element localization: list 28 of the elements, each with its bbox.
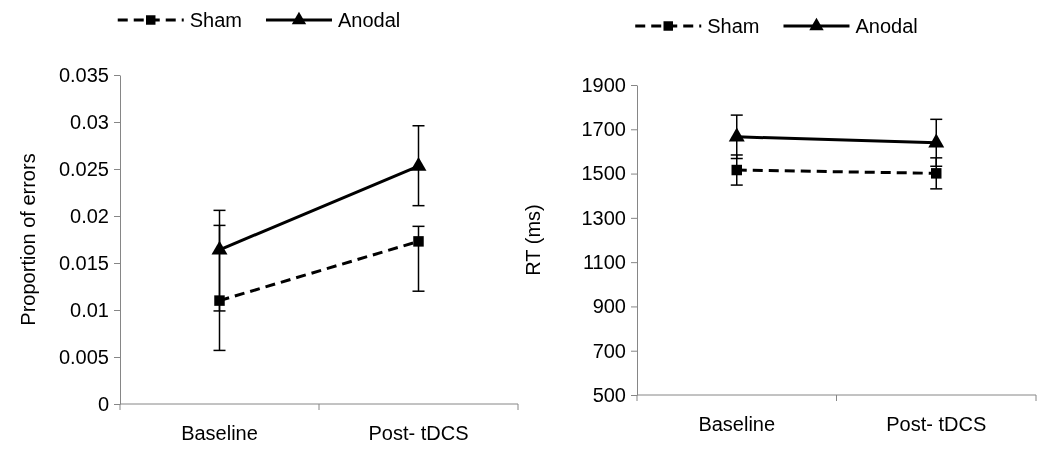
y-tick-label: 0.025 xyxy=(58,157,109,180)
y-tick-label: 0 xyxy=(97,392,109,415)
y-tick-label: 1300 xyxy=(581,206,626,229)
y-tick-label: 1900 xyxy=(581,73,626,96)
point xyxy=(413,236,424,247)
x-tick-label: Baseline xyxy=(698,413,776,435)
y-tick-label: 700 xyxy=(592,339,626,362)
y-tick-label: 1100 xyxy=(582,251,626,274)
legend-label: Sham xyxy=(189,9,242,31)
y-tick-label: 1500 xyxy=(581,162,626,185)
y-tick-label: 0.03 xyxy=(70,110,109,133)
x-tick-label: Post- tDCS xyxy=(368,422,469,444)
legend-label: Anodal xyxy=(855,15,918,37)
y-tick-label: 0.005 xyxy=(58,345,109,368)
legend-label: Sham xyxy=(707,15,760,37)
y-axis-title: RT (ms) xyxy=(522,204,544,276)
y-tick-label: 0.035 xyxy=(58,63,109,86)
legend-label: Anodal xyxy=(337,9,401,31)
y-tick-label: 900 xyxy=(592,295,626,318)
y-tick-label: 0.01 xyxy=(70,298,109,321)
y-tick-label: 1700 xyxy=(581,118,626,141)
x-tick-label: Post- tDCS xyxy=(886,413,987,435)
y-tick-label: 0.02 xyxy=(70,204,109,227)
y-tick-label: 0.015 xyxy=(58,251,109,274)
y-axis-title: Proportion of errors xyxy=(17,153,39,326)
y-tick-label: 500 xyxy=(592,383,626,406)
point xyxy=(214,295,225,306)
x-tick-label: Baseline xyxy=(181,422,258,444)
